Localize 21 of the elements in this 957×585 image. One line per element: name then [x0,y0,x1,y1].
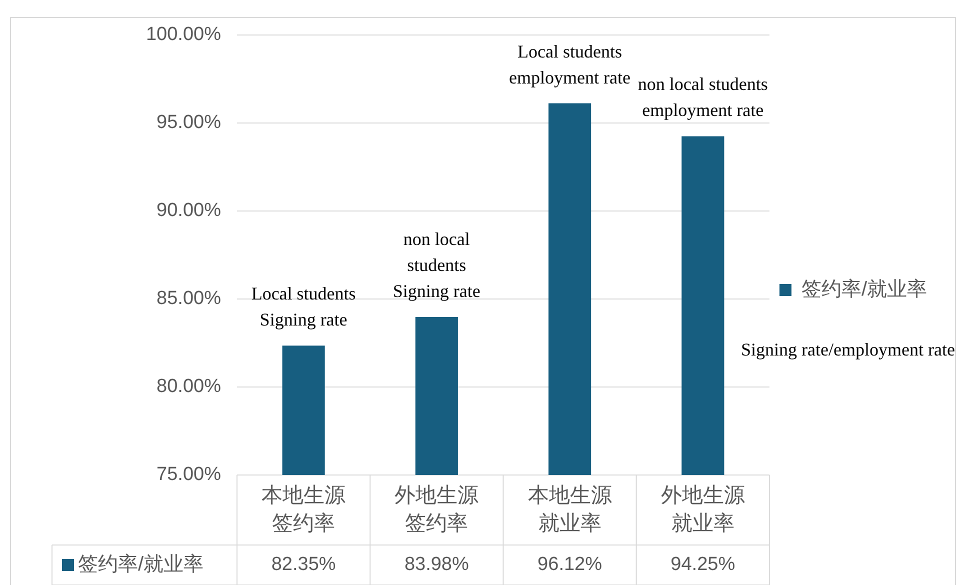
annotation: Local students Signing rate [251,284,356,330]
x-tick-label: 本地生源就业率 [528,484,612,535]
y-tick-label: 95.00% [156,112,222,134]
y-tick-label: 100.00% [146,24,222,46]
data-label: 96.12% [538,554,602,576]
data-label: 82.35% [271,554,336,576]
legend-label: 签约率/就业率 [801,278,928,301]
y-tick-label: 75.00% [156,464,222,486]
text: 签约率/就业率 [78,554,204,576]
annotation: Signing rate/employment rate [741,340,955,360]
x-tick-label: 外地生源签约率 [394,484,479,535]
annotation: Local students employment rate [509,41,631,88]
annotation: non local students Signing rate [392,228,480,301]
annotation: non local students employment rate [638,74,768,120]
x-tick-label: 外地生源就业率 [660,484,745,535]
y-tick-label: 80.00% [156,376,222,398]
x-tick-label: 本地生源签约率 [262,484,346,535]
data-label: 94.25% [670,554,736,576]
data-label: 83.98% [404,554,469,576]
y-tick-label: 85.00% [156,288,222,310]
y-tick-label: 90.00% [156,200,222,222]
